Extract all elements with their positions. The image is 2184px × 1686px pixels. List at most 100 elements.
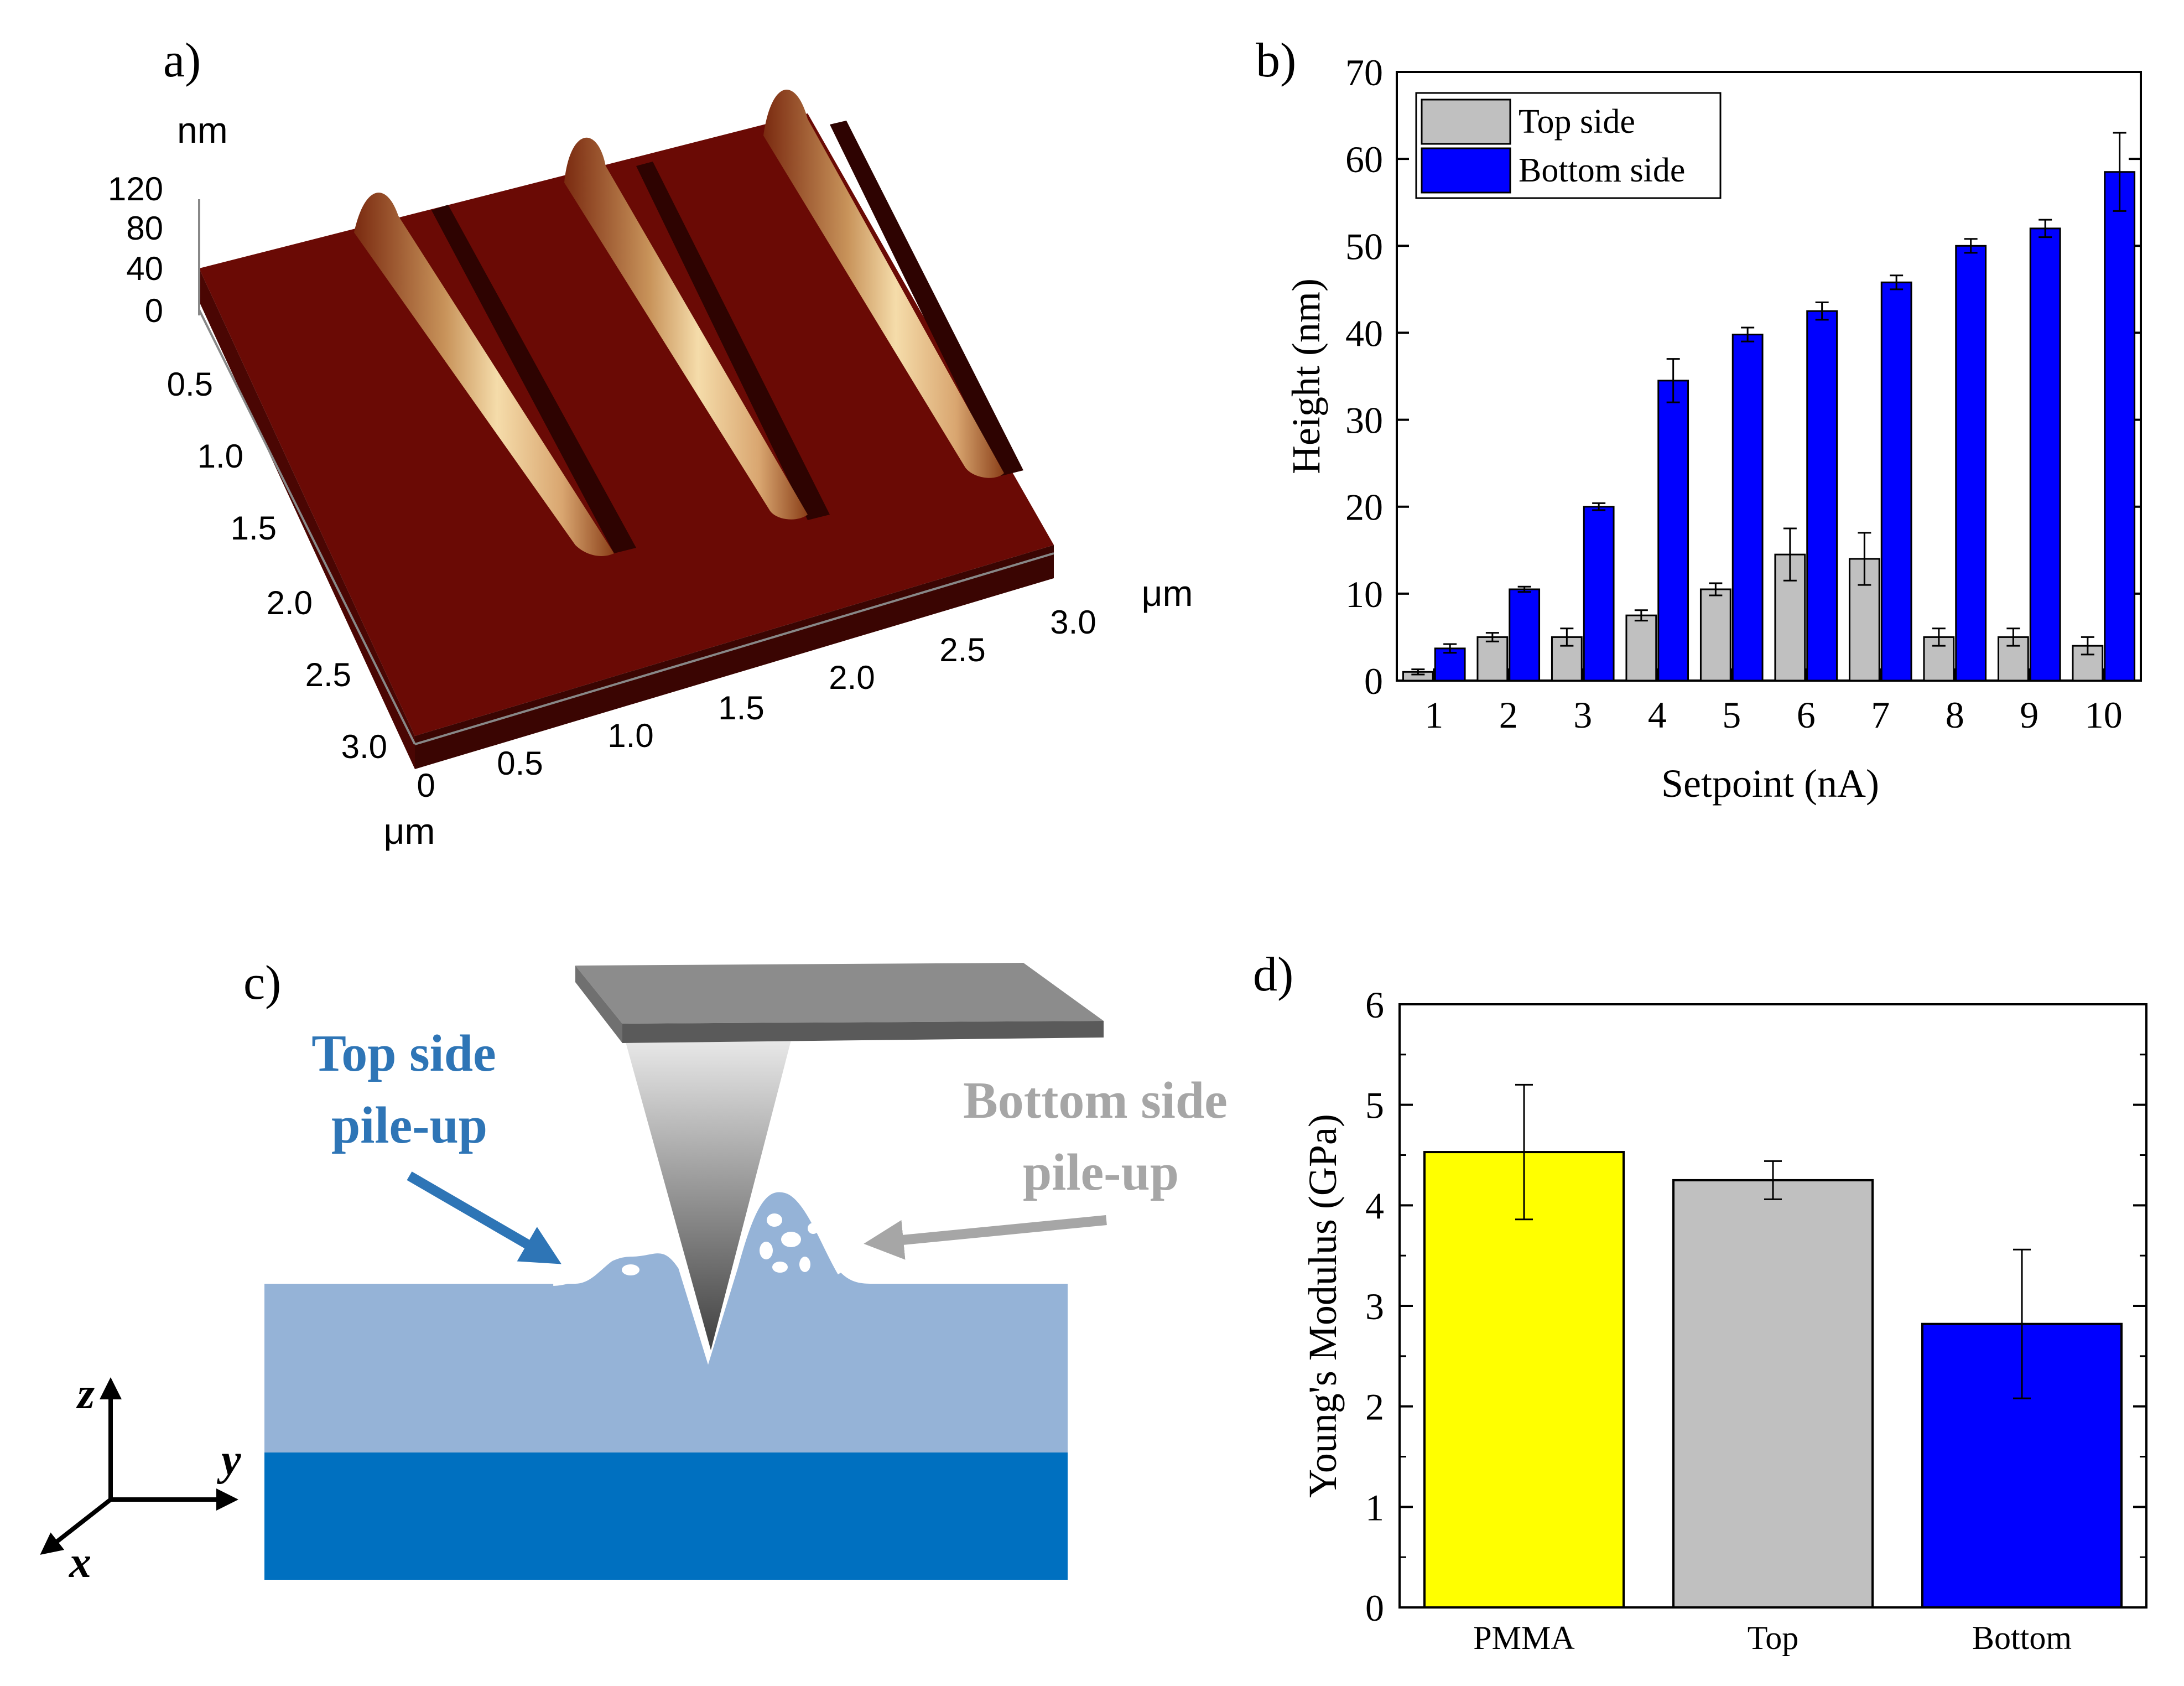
bar-top-side — [1699, 588, 1731, 682]
x-axis-label: x — [69, 1538, 91, 1587]
pileup-void — [622, 1264, 639, 1275]
chart-b-ylabel: Height (nm) — [1284, 278, 1328, 474]
y-tick-label: 50 — [1345, 225, 1383, 267]
afm-y-tick: 2.5 — [305, 656, 351, 693]
x-tick-label: 8 — [1946, 694, 1964, 736]
bar-top — [1672, 1179, 1874, 1609]
panel-b-label: b) — [1256, 34, 1296, 87]
x-tick-label: 6 — [1797, 694, 1816, 736]
chart-d-bars — [1423, 1083, 2123, 1609]
x-tick-label: 3 — [1573, 694, 1592, 736]
afm-x-unit: μm — [1141, 573, 1193, 614]
afm-ridge-1 — [354, 193, 614, 556]
bar-bottom-side — [1955, 245, 1987, 682]
bar-bottom-side — [1880, 281, 1912, 682]
chart-b-ticks: 0 10 20 30 40 50 60 70 1 2 3 4 5 6 7 8 9 10 — [1345, 51, 2141, 736]
afm-x-tick: 3.0 — [1050, 604, 1096, 641]
x-tick-label: PMMA — [1473, 1620, 1574, 1656]
afm-y-unit: μm — [383, 811, 435, 852]
pileup-void — [767, 1213, 782, 1227]
y-tick-label: 6 — [1365, 984, 1384, 1026]
y-tick-label: 1 — [1365, 1486, 1384, 1528]
y-tick-label: 0 — [1364, 660, 1383, 702]
legend-swatch-top — [1421, 98, 1511, 145]
panel-c-label: c) — [243, 956, 281, 1010]
afm-y-tick: 1.5 — [231, 510, 277, 547]
bar-bottom-side — [1509, 588, 1541, 682]
afm-y-axis-line — [198, 309, 416, 745]
afm-x-tick: 0 — [417, 767, 435, 804]
legend-label-bottom: Bottom side — [1519, 152, 1685, 189]
bottom-side-arrow — [864, 1215, 1107, 1260]
bar-bottom-side — [1434, 647, 1466, 682]
panel-b: b) 0 10 20 30 40 50 60 70 1 2 3 4 5 6 7 8 9 10 Top side B… — [1256, 34, 2142, 806]
afm-ridge-2 — [564, 137, 808, 520]
afm-z-tick: 80 — [126, 210, 163, 247]
bottom-side-label-1: Bottom side — [963, 1072, 1228, 1129]
bar-bottom-side — [1806, 310, 1838, 682]
cantilever-side — [575, 966, 622, 1043]
top-side-label-1: Top side — [311, 1025, 496, 1082]
bar-bottom-side — [2104, 171, 2136, 682]
y-tick-label: 3 — [1365, 1285, 1384, 1327]
bottom-side-label-2: pile-up — [1023, 1144, 1179, 1201]
afm-groove-1 — [431, 205, 636, 553]
x-tick-label: 5 — [1722, 694, 1741, 736]
chart-b-bars — [1402, 132, 2136, 682]
afm-x-axis-line — [414, 552, 1054, 745]
afm-y-tick: 1.0 — [197, 438, 243, 475]
surface-highlight — [553, 1185, 844, 1365]
y-tick-label: 10 — [1345, 573, 1383, 615]
panel-d-label: d) — [1253, 948, 1293, 1002]
afm-x-tick: 0.5 — [497, 745, 543, 782]
chart-b-xlabel: Setpoint (nA) — [1661, 761, 1879, 806]
x-tick-label: 2 — [1499, 694, 1518, 736]
x-tick-label: Bottom — [1972, 1620, 2072, 1656]
afm-z-unit: nm — [177, 110, 228, 151]
afm-groove-2 — [636, 162, 830, 520]
x-tick-label: 10 — [2085, 694, 2123, 736]
panel-c: c) Top side pile-up Bottom side pile-up — [40, 956, 1228, 1587]
bar-bottom-side — [1657, 380, 1689, 682]
chart-d-ticks: 0 1 2 3 4 5 6 PMMA Top Bottom — [1365, 984, 2146, 1656]
x-tick-label: 9 — [2020, 694, 2039, 736]
film-layer — [264, 1189, 1068, 1452]
afm-x-tick: 2.0 — [829, 659, 875, 696]
panel-a: a) nm 120 80 40 0 0.5 1.0 1.5 2.0 2.5 3.… — [108, 34, 1193, 852]
x-tick-label: Top — [1748, 1620, 1798, 1656]
y-tick-label: 70 — [1345, 51, 1383, 94]
legend-swatch-bottom — [1421, 147, 1511, 194]
panel-d: d) 0 1 2 3 4 5 6 PMMA Top Bottom Young's Modulus … — [1253, 948, 2147, 1656]
afm-z-tick: 120 — [108, 170, 163, 207]
pileup-void — [781, 1232, 801, 1247]
afm-x-tick: 1.5 — [718, 689, 764, 727]
bar-bottom-side — [1731, 334, 1764, 682]
y-tick-label: 60 — [1345, 138, 1383, 180]
pileup-void — [760, 1242, 773, 1259]
afm-z-tick: 40 — [126, 250, 163, 287]
afm-y-tick: 2.0 — [267, 584, 313, 621]
x-tick-label: 4 — [1648, 694, 1667, 736]
afm-ridge-3 — [763, 90, 1004, 478]
chart-d-ylabel: Young's Modulus (GPa) — [1301, 1114, 1345, 1498]
legend-label-top: Top side — [1519, 103, 1635, 141]
top-side-label-2: pile-up — [331, 1097, 487, 1154]
pileup-void — [799, 1257, 810, 1272]
afm-x-tick: 1.0 — [607, 717, 653, 754]
pileup-void — [772, 1262, 788, 1273]
y-tick-label: 20 — [1345, 486, 1383, 528]
afm-y-tick: 3.0 — [341, 728, 387, 765]
afm-tip — [625, 1040, 791, 1350]
x-axis-arrow — [40, 1497, 112, 1555]
afm-z-tick: 0 — [145, 292, 163, 329]
top-side-arrow — [407, 1171, 561, 1264]
y-axis-label: y — [216, 1436, 241, 1485]
cantilever-top — [575, 963, 1104, 1024]
y-tick-label: 2 — [1365, 1386, 1384, 1428]
pileup-void — [808, 1223, 819, 1234]
chart-b-frame — [1396, 71, 2142, 682]
panel-a-label: a) — [163, 34, 201, 87]
chart-b-legend: Top side Bottom side — [1415, 92, 1722, 199]
x-tick-label: 1 — [1424, 694, 1443, 736]
